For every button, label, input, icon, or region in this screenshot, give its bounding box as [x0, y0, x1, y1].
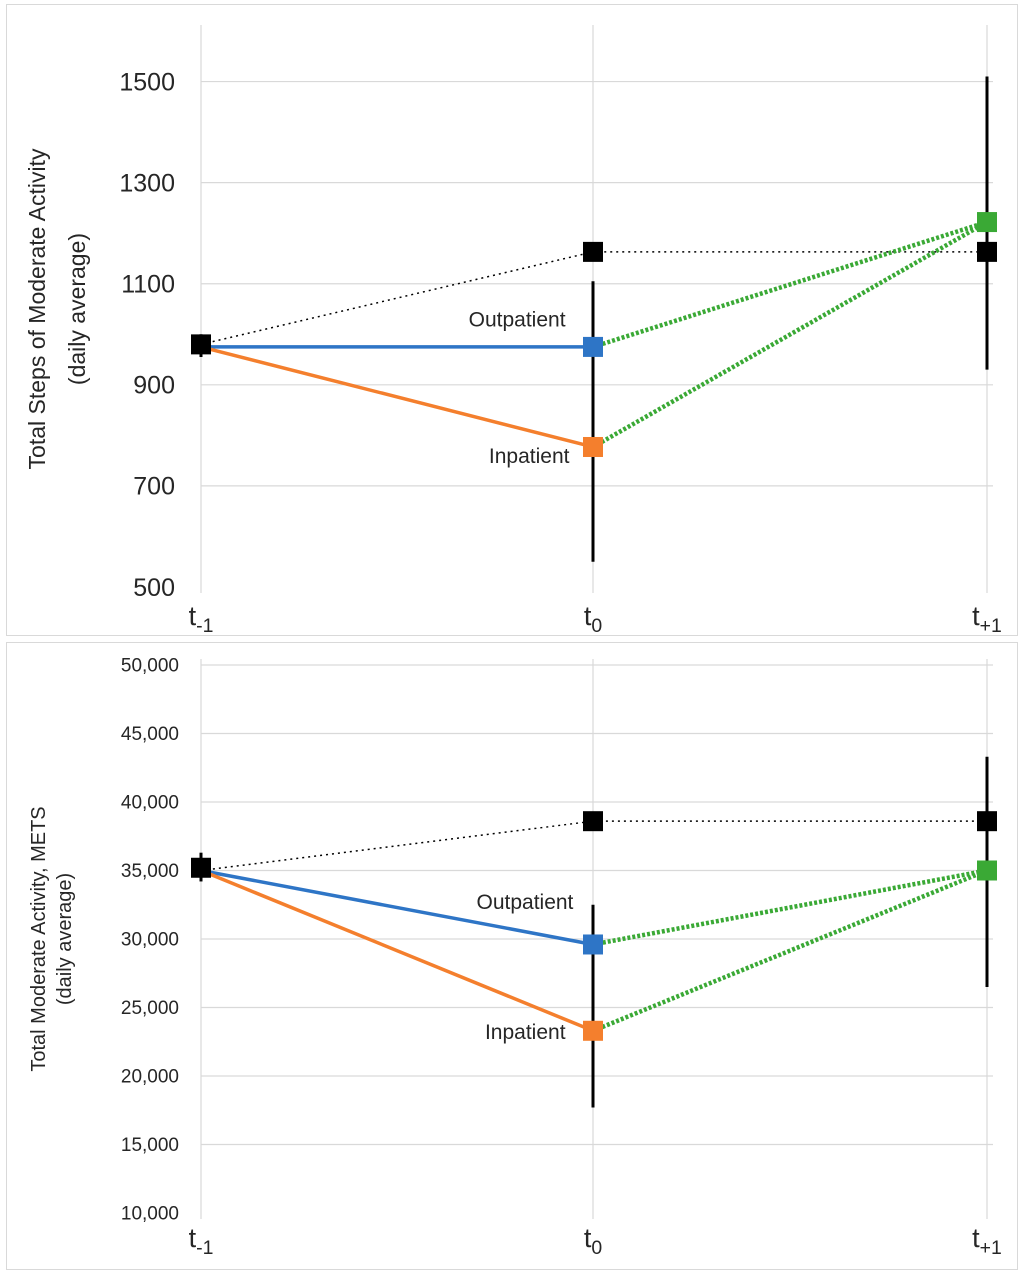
steps-series-inpatient-recovery	[591, 220, 989, 449]
steps-y-tick-label: 900	[133, 372, 175, 400]
chart-panel-mets: 10,000 15,000 20,000 25,000 30,000 35,000 40,0…	[6, 642, 1018, 1270]
steps-x-tick-label: t0	[584, 601, 603, 637]
steps-y-tick-label: 1300	[119, 169, 175, 197]
steps-series-inpatient	[200, 345, 594, 449]
steps-annotation-inpatient: Inpatient	[489, 445, 570, 468]
steps-y-axis-subtitle: (daily average)	[64, 233, 90, 385]
mets-x-tick-label: t-1	[189, 1223, 214, 1259]
mets-data-marker	[977, 860, 997, 881]
steps-data-marker	[977, 212, 997, 233]
steps-chart: 500 700 900 1100 1300 1500 Total Steps of Mode…	[24, 25, 1002, 637]
steps-data-marker	[583, 336, 603, 357]
steps-data-marker	[583, 241, 603, 262]
mets-y-axis-subtitle: (daily average)	[54, 873, 76, 1005]
mets-y-tick-label: 30,000	[121, 930, 179, 951]
steps-data-marker	[583, 436, 603, 457]
mets-x-tick-label: t+1	[972, 1223, 1002, 1259]
mets-annotation-outpatient: Outpatient	[476, 891, 573, 914]
mets-data-marker	[977, 811, 997, 832]
mets-annotation-inpatient: Inpatient	[485, 1021, 566, 1044]
steps-x-tick-label: t+1	[972, 601, 1002, 637]
steps-series-outpatient-recovery	[592, 219, 988, 350]
steps-data-marker	[191, 334, 211, 355]
mets-data-marker	[583, 811, 603, 832]
mets-series-outpatient	[200, 868, 594, 947]
mets-series-inpatient	[200, 868, 594, 1033]
mets-y-axis-title: Total Moderate Activity, METS	[28, 806, 50, 1071]
mets-chart: 10,000 15,000 20,000 25,000 30,000 35,000 40,0…	[28, 656, 1002, 1259]
mets-y-tick-label: 40,000	[121, 793, 179, 814]
mets-y-tick-label: 10,000	[121, 1204, 179, 1225]
steps-y-axis-title: Total Steps of Moderate Activity	[24, 148, 50, 469]
steps-annotation-outpatient: Outpatient	[469, 309, 566, 332]
mets-y-tick-label: 15,000	[121, 1135, 179, 1156]
steps-x-tick-label: t-1	[189, 601, 214, 637]
steps-y-tick-label: 1100	[121, 270, 175, 298]
steps-y-tick-label: 1500	[119, 68, 175, 96]
steps-data-marker	[977, 241, 997, 262]
mets-series-inpatient-recovery	[592, 868, 988, 1033]
mets-x-tick-label: t0	[584, 1223, 603, 1259]
mets-y-tick-label: 35,000	[121, 861, 179, 882]
mets-y-tick-label: 25,000	[121, 998, 179, 1019]
mets-data-marker	[583, 934, 603, 955]
steps-y-tick-label: 700	[133, 473, 175, 501]
mets-y-tick-label: 20,000	[121, 1067, 179, 1088]
chart-panel-steps: 500 700 900 1100 1300 1500 Total Steps of Mode…	[6, 4, 1018, 637]
mets-y-tick-label: 50,000	[121, 656, 179, 677]
mets-data-marker	[583, 1020, 603, 1041]
steps-y-tick-label: 500	[133, 574, 175, 602]
mets-y-tick-label: 45,000	[121, 724, 179, 745]
mets-data-marker	[191, 857, 211, 878]
mets-series-outpatient-recovery	[592, 868, 988, 947]
